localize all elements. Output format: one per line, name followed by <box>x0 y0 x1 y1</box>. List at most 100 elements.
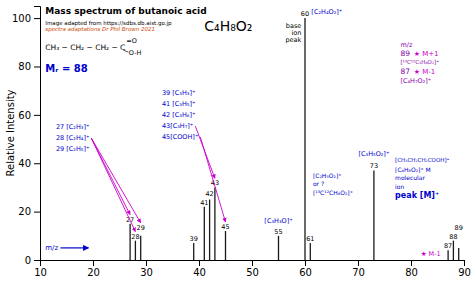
x-tick-mark <box>464 260 465 266</box>
y-tick-mark <box>34 66 40 67</box>
peak-label: 88 <box>449 233 457 241</box>
bond <box>123 50 128 52</box>
peak-label: 28 <box>131 233 139 241</box>
annotation: [C₃H₅O₂]⁺ <box>358 150 389 158</box>
annotation: [C₄H₈O₂]⁺ M <box>395 166 431 173</box>
peak <box>453 241 454 260</box>
peaks <box>130 18 459 260</box>
annotation: peak [M]⁺ <box>395 191 439 200</box>
x-tick-mark <box>93 260 94 266</box>
x-tick: 80 <box>405 260 418 278</box>
annotation-arrow <box>91 138 135 231</box>
annotation: or ? <box>313 180 324 187</box>
x-tick: 30 <box>140 260 153 278</box>
peak <box>458 248 459 260</box>
peak-label: 42 <box>205 190 213 198</box>
x-axis-line <box>41 261 465 267</box>
annotation: peak <box>285 36 301 44</box>
annotation: CH₃ − CH₂ − CH₂ − C <box>45 43 125 52</box>
annotation: [¹³C¹²CH₄O₂]⁺ <box>313 189 353 196</box>
annotation: 39 [C₃H₃]⁺ <box>162 89 195 97</box>
y-tick-mark <box>34 212 40 213</box>
annotation: 87 <box>400 67 410 76</box>
texts: 272829394142434555606173878889Mass spect… <box>45 6 463 259</box>
plot-area: 10 20 30 40 50 60 70 80 90 0 20 40 60 80 100 Relative I… <box>5 6 471 278</box>
annotation: [C₄H₇O₂]⁺ <box>400 77 431 85</box>
peak-label: 55 <box>274 228 282 236</box>
chart: 10 20 30 40 50 60 70 80 90 0 20 40 60 80 100 Relative I… <box>0 0 474 282</box>
x-tick-label: 20 <box>87 267 100 278</box>
peak <box>129 224 130 260</box>
annotation-arrow <box>60 247 88 248</box>
peak <box>140 236 141 260</box>
x-tick-label: 50 <box>246 267 259 278</box>
annotation: 43[C₃H₇]⁺ <box>162 122 193 130</box>
x-tick-label: 40 <box>193 267 206 278</box>
x-tick-label: 80 <box>405 267 418 278</box>
annotation: [C₃H₃O]⁺ <box>264 217 292 225</box>
peak <box>193 243 194 260</box>
annotation: 42 [C₃H₆]⁺ <box>162 111 195 119</box>
peak-label: 87 <box>444 242 452 250</box>
annotation: ★ M+1 <box>414 50 439 58</box>
annotation: [CH₃CH₂CH₂COOH]⁺ <box>395 157 449 163</box>
x-tick-mark <box>305 260 306 266</box>
peak <box>447 250 448 260</box>
annotation: C₄H₈O₂ <box>204 18 252 34</box>
y-tick: 60 <box>18 110 40 121</box>
x-tick-mark <box>252 260 253 266</box>
annotation: [¹³C¹²C₃H₈O₂]⁺ <box>400 59 439 65</box>
y-tick-mark <box>34 18 40 19</box>
peak <box>135 241 136 260</box>
x-tick-label: 90 <box>458 267 471 278</box>
x-tick-label: 30 <box>140 267 153 278</box>
annotation: Mᵣ = 88 <box>45 63 87 74</box>
annotation: =O <box>126 37 137 45</box>
x-tick: 90 <box>458 260 471 278</box>
peak-label: 61 <box>306 235 314 243</box>
peak <box>304 18 305 260</box>
peak <box>278 236 279 260</box>
x-tick: 20 <box>87 260 100 278</box>
peak-label: 41 <box>200 199 208 207</box>
peak-label: 29 <box>137 224 145 232</box>
y-tick: 100 <box>12 13 40 24</box>
annotation: ★ M-1 <box>421 250 441 258</box>
y-tick: 0 <box>25 255 40 266</box>
x-tick-label: 70 <box>352 267 365 278</box>
y-axis-title: Relative Intensity <box>5 89 16 176</box>
annotation: [C₂H₅O₂]⁺ <box>313 172 342 179</box>
annotation: spectra adaptations Dr Phil Brown 2021 <box>45 26 155 33</box>
x-tick-label: 10 <box>34 267 47 278</box>
annotation: O-H <box>129 49 142 57</box>
y-tick-label: 60 <box>18 110 31 121</box>
x-tick: 40 <box>193 260 206 278</box>
annotation: molecular <box>395 174 425 181</box>
y-tick-label: 40 <box>18 158 31 169</box>
annotation: 28 [C₂H₄]⁺ <box>56 134 89 142</box>
annotation: 29 [C₂H₅]⁺ <box>56 145 89 153</box>
annotation: m/z <box>45 244 58 252</box>
peak-label: 89 <box>455 224 463 232</box>
annotation: ★ M-1 <box>414 68 436 76</box>
x-tick: 60 <box>299 260 312 278</box>
y-axis: 0 20 40 60 80 100 <box>12 7 41 266</box>
peak-label: 39 <box>190 235 198 243</box>
y-tick-label: 0 <box>25 255 31 266</box>
y-tick: 20 <box>18 206 40 217</box>
x-axis: 10 20 30 40 50 60 70 80 90 <box>34 260 471 278</box>
annotation: 41 [C₃H₅]⁺ <box>162 100 195 108</box>
annotation-arrow <box>200 137 225 222</box>
peak-label: 45 <box>221 223 229 231</box>
x-tick: 70 <box>352 260 365 278</box>
peak <box>214 187 215 260</box>
peak <box>225 231 226 260</box>
y-tick-mark <box>34 260 40 261</box>
peak <box>373 170 374 260</box>
title: Mass spectrum of butanoic acid <box>45 6 206 16</box>
x-tick-mark <box>146 260 147 266</box>
x-tick-mark <box>199 260 200 266</box>
y-tick: 80 <box>18 61 40 72</box>
x-tick-mark <box>358 260 359 266</box>
annotation: 27 [C₂H₃]⁺ <box>56 123 89 131</box>
